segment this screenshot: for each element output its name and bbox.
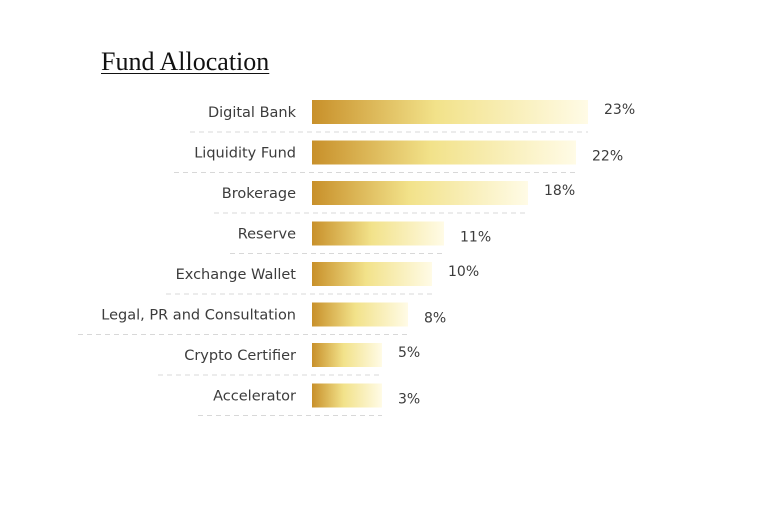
bar — [312, 140, 576, 165]
bar-row: Legal, PR and Consultation 8% — [78, 302, 446, 335]
category-label: Exchange Wallet — [176, 267, 297, 283]
value-label: 11% — [460, 230, 491, 246]
bar — [312, 383, 382, 408]
bar-row: Brokerage 18% — [214, 181, 575, 214]
value-label: 18% — [544, 183, 575, 199]
category-label: Digital Bank — [208, 105, 297, 121]
bars-layer: Digital Bank 23% Liquidity Fund 22% Brokerag… — [78, 100, 635, 416]
chart-title: Fund Allocation — [101, 47, 270, 76]
category-label: Liquidity Fund — [194, 146, 296, 162]
value-label: 23% — [604, 102, 635, 118]
bar-row: Crypto Certifier 5% — [158, 343, 420, 376]
value-label: 22% — [592, 149, 623, 165]
bar-row: Exchange Wallet 10% — [166, 262, 479, 295]
category-label: Accelerator — [213, 389, 296, 405]
bar-row: Digital Bank 23% — [190, 100, 635, 133]
bar — [312, 302, 408, 327]
bar — [312, 343, 382, 367]
value-label: 5% — [398, 345, 420, 361]
bar — [312, 100, 588, 124]
bar-row: Reserve 11% — [230, 221, 491, 254]
value-label: 8% — [424, 311, 446, 327]
value-label: 3% — [398, 392, 420, 408]
category-label: Legal, PR and Consultation — [101, 308, 296, 324]
bar — [312, 262, 432, 286]
bar-row: Accelerator 3% — [198, 383, 420, 416]
bar — [312, 181, 528, 205]
value-label: 10% — [448, 264, 479, 280]
category-label: Crypto Certifier — [184, 348, 296, 364]
category-label: Reserve — [238, 227, 296, 243]
bar — [312, 221, 444, 246]
category-label: Brokerage — [222, 186, 296, 202]
bar-row: Liquidity Fund 22% — [174, 140, 623, 173]
